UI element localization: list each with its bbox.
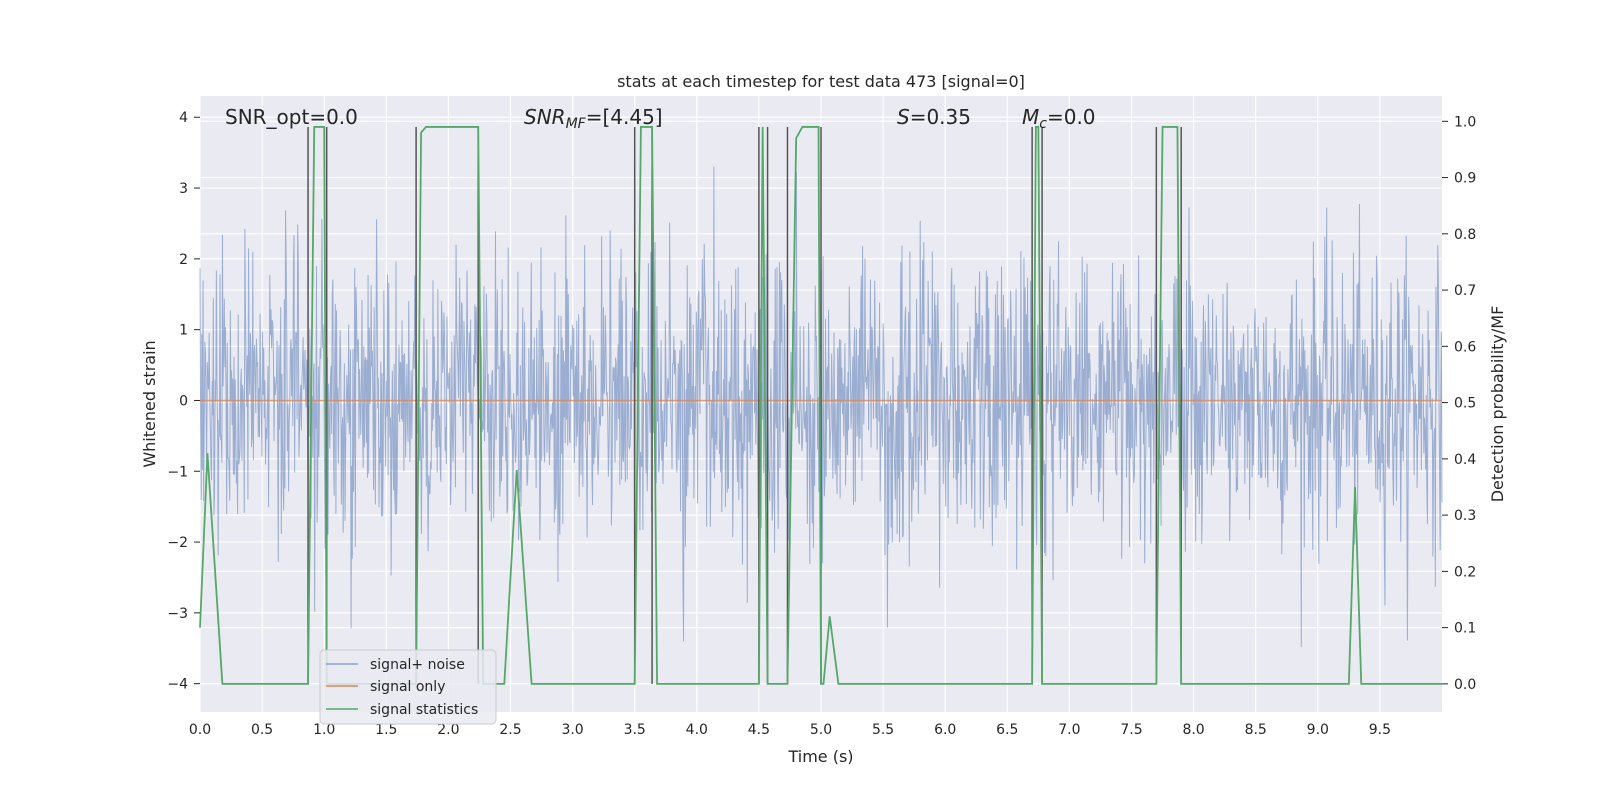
chart-title: stats at each timestep for test data 473…	[617, 72, 1025, 91]
s-value: =0.35	[910, 105, 971, 129]
left-tick-label: −2	[167, 535, 188, 551]
x-tick-label: 9.0	[1307, 722, 1329, 738]
left-tick-label: 0	[179, 393, 188, 409]
x-tick-label: 4.0	[686, 722, 708, 738]
annotation-snr-mf: SNRMF=[4.45]	[524, 105, 663, 132]
x-tick-label: 2.5	[499, 722, 521, 738]
x-tick-label: 7.5	[1120, 722, 1142, 738]
x-tick-label: 0.5	[251, 722, 273, 738]
x-tick-label: 9.5	[1369, 722, 1391, 738]
x-tick-label: 7.0	[1058, 722, 1080, 738]
mc-value: =0.0	[1047, 105, 1096, 129]
left-axis-ticks: −4 −3 −2 −1 0 1 2 3 4	[167, 110, 200, 693]
s-symbol: S	[897, 105, 910, 129]
right-tick-label: 0.8	[1454, 227, 1476, 243]
x-tick-label: 8.0	[1182, 722, 1204, 738]
x-axis-label: Time (s)	[787, 747, 853, 766]
right-tick-label: 0.9	[1454, 171, 1476, 187]
annotation-s: S=0.35	[897, 105, 971, 129]
snr-mf-symbol: SNR	[524, 105, 566, 129]
left-tick-label: 3	[179, 181, 188, 197]
snr-mf-value: =[4.45]	[586, 105, 663, 129]
right-tick-label: 0.3	[1454, 508, 1476, 524]
left-tick-label: −1	[167, 464, 188, 480]
right-tick-label: 0.2	[1454, 564, 1476, 580]
x-tick-label: 0.0	[189, 722, 211, 738]
legend-box	[319, 649, 497, 725]
left-tick-label: −3	[167, 606, 188, 622]
left-tick-label: 4	[179, 110, 188, 126]
x-tick-label: 4.5	[748, 722, 770, 738]
right-tick-label: 0.4	[1454, 452, 1476, 468]
right-axis-ticks: 0.0 0.1 0.2 0.3 0.4 0.5 0.6 0.7 0.8 0.9 1.0	[1442, 114, 1476, 693]
left-axis-label: Whitened strain	[140, 340, 159, 467]
legend-label-signal: signal only	[370, 679, 445, 695]
left-tick-label: 1	[179, 323, 188, 339]
x-tick-label: 1.5	[375, 722, 397, 738]
right-tick-label: 0.6	[1454, 339, 1476, 355]
mc-symbol: M	[1022, 105, 1039, 129]
snr-mf-subscript: MF	[566, 116, 587, 132]
x-tick-label: 5.0	[810, 722, 832, 738]
annotation-mc: Mc=0.0	[1022, 105, 1096, 132]
legend: signal+ noise signal only signal statist…	[319, 649, 497, 725]
x-tick-label: 5.5	[872, 722, 894, 738]
mc-subscript: c	[1039, 116, 1047, 132]
x-tick-label: 6.5	[996, 722, 1018, 738]
left-tick-label: −4	[167, 677, 188, 693]
x-tick-label: 2.0	[437, 722, 459, 738]
x-tick-label: 8.5	[1245, 722, 1267, 738]
x-axis-ticks: 0.0 0.5 1.0 1.5 2.0 2.5 3.0 3.5 4.0 4.5 5.0 5.5 6.0 6…	[189, 722, 1391, 738]
x-tick-label: 3.5	[624, 722, 646, 738]
legend-label-stats: signal statistics	[370, 702, 478, 718]
right-axis-label: Detection probability/MF	[1488, 306, 1507, 503]
x-tick-label: 6.0	[934, 722, 956, 738]
left-tick-label: 2	[179, 252, 188, 268]
legend-label-noise: signal+ noise	[370, 657, 465, 673]
right-tick-label: 1.0	[1454, 114, 1476, 130]
annotation-snr-opt: SNR_opt=0.0	[225, 105, 358, 129]
x-tick-label: 1.0	[313, 722, 335, 738]
right-tick-label: 0.0	[1454, 677, 1476, 693]
right-tick-label: 0.7	[1454, 283, 1476, 299]
right-tick-label: 0.5	[1454, 396, 1476, 412]
x-tick-label: 3.0	[561, 722, 583, 738]
right-tick-label: 0.1	[1454, 621, 1476, 637]
